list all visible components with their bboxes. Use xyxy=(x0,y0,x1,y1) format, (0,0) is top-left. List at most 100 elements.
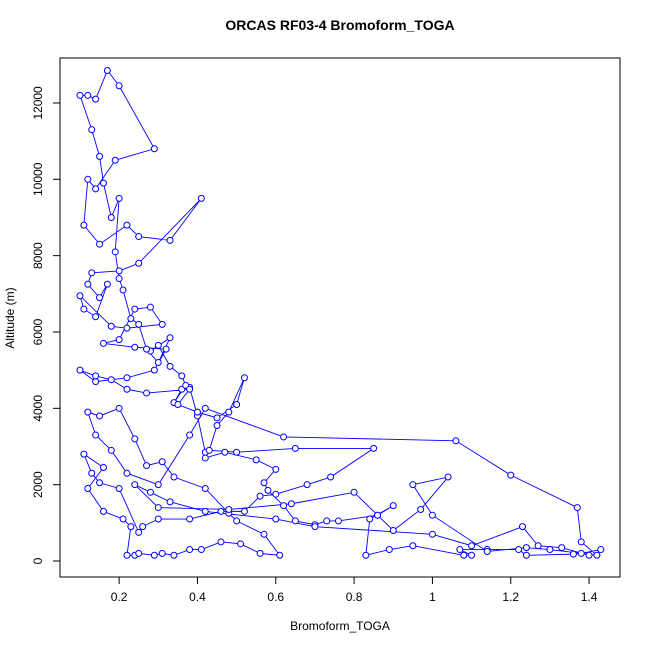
data-point xyxy=(569,550,577,558)
y-tick-label: 8000 xyxy=(31,242,45,269)
data-point xyxy=(123,324,131,332)
data-point xyxy=(80,305,88,313)
data-point xyxy=(88,269,96,277)
data-point xyxy=(150,145,158,153)
data-point xyxy=(197,546,205,554)
data-point xyxy=(389,526,397,534)
data-point xyxy=(123,374,131,382)
x-tick-label: 0.4 xyxy=(189,590,206,604)
data-point xyxy=(213,422,221,430)
data-point xyxy=(88,126,96,134)
data-point xyxy=(593,551,601,559)
data-point xyxy=(272,515,280,523)
data-point xyxy=(154,359,162,367)
data-point xyxy=(92,95,100,103)
data-point xyxy=(518,523,526,531)
data-point xyxy=(362,551,370,559)
data-point xyxy=(115,275,123,283)
data-point xyxy=(303,481,311,489)
y-tick-label: 4000 xyxy=(31,395,45,422)
data-point xyxy=(577,538,585,546)
data-point xyxy=(103,280,111,288)
data-point xyxy=(334,517,342,525)
data-point xyxy=(92,431,100,439)
data-point xyxy=(409,542,417,550)
data-point xyxy=(166,334,174,342)
data-point xyxy=(225,408,233,416)
data-point xyxy=(428,511,436,519)
data-point xyxy=(158,320,166,328)
data-point xyxy=(84,91,92,99)
data-point xyxy=(370,444,378,452)
data-point xyxy=(111,156,119,164)
data-point xyxy=(186,431,194,439)
data-point xyxy=(460,551,468,559)
data-point xyxy=(84,280,92,288)
data-point xyxy=(276,551,284,559)
data-point xyxy=(483,547,491,555)
data-point xyxy=(158,549,166,557)
data-point xyxy=(96,240,104,248)
data-point xyxy=(534,542,542,550)
data-point xyxy=(213,414,221,422)
data-point xyxy=(240,374,248,382)
data-point xyxy=(107,213,115,221)
data-point xyxy=(123,551,131,559)
data-point xyxy=(256,549,264,557)
data-point xyxy=(366,515,374,523)
data-point xyxy=(260,479,268,487)
data-point xyxy=(233,448,241,456)
data-point xyxy=(154,504,162,512)
data-point xyxy=(115,267,123,275)
data-point xyxy=(162,345,170,353)
data-point xyxy=(135,233,143,241)
y-tick-label: 6000 xyxy=(31,318,45,345)
data-point xyxy=(193,408,201,416)
data-point xyxy=(76,91,84,99)
data-point xyxy=(127,523,135,531)
data-point xyxy=(76,292,84,300)
data-point xyxy=(154,341,162,349)
y-axis-label: Altitude (m) xyxy=(3,287,17,348)
data-point xyxy=(166,236,174,244)
x-tick-label: 1 xyxy=(429,590,436,604)
data-point xyxy=(99,507,107,515)
data-point xyxy=(99,463,107,471)
y-tick-label: 0 xyxy=(31,557,45,564)
data-point xyxy=(143,462,151,470)
data-point xyxy=(264,486,272,494)
data-point xyxy=(233,401,241,409)
data-point xyxy=(96,152,104,160)
data-point xyxy=(96,412,104,420)
data-point xyxy=(577,549,585,557)
data-point xyxy=(186,385,194,393)
data-point xyxy=(123,469,131,477)
data-point xyxy=(186,546,194,554)
data-point xyxy=(323,517,331,525)
data-point xyxy=(468,542,476,550)
data-point xyxy=(225,505,233,513)
data-point xyxy=(84,175,92,183)
data-point xyxy=(507,471,515,479)
data-point xyxy=(186,515,194,523)
data-point xyxy=(80,221,88,229)
data-point xyxy=(217,507,225,515)
data-point xyxy=(84,484,92,492)
data-point xyxy=(256,492,264,500)
data-point xyxy=(123,385,131,393)
data-point xyxy=(92,185,100,193)
data-point xyxy=(119,515,127,523)
data-point xyxy=(131,305,139,313)
y-tick-label: 2000 xyxy=(31,471,45,498)
data-point xyxy=(107,376,115,384)
data-point xyxy=(135,259,143,267)
data-point xyxy=(119,286,127,294)
data-point xyxy=(291,444,299,452)
data-point xyxy=(103,67,111,75)
x-tick-label: 1.2 xyxy=(502,590,519,604)
data-point xyxy=(217,538,225,546)
data-point xyxy=(417,505,425,513)
data-point xyxy=(522,544,530,552)
data-point xyxy=(139,523,147,531)
